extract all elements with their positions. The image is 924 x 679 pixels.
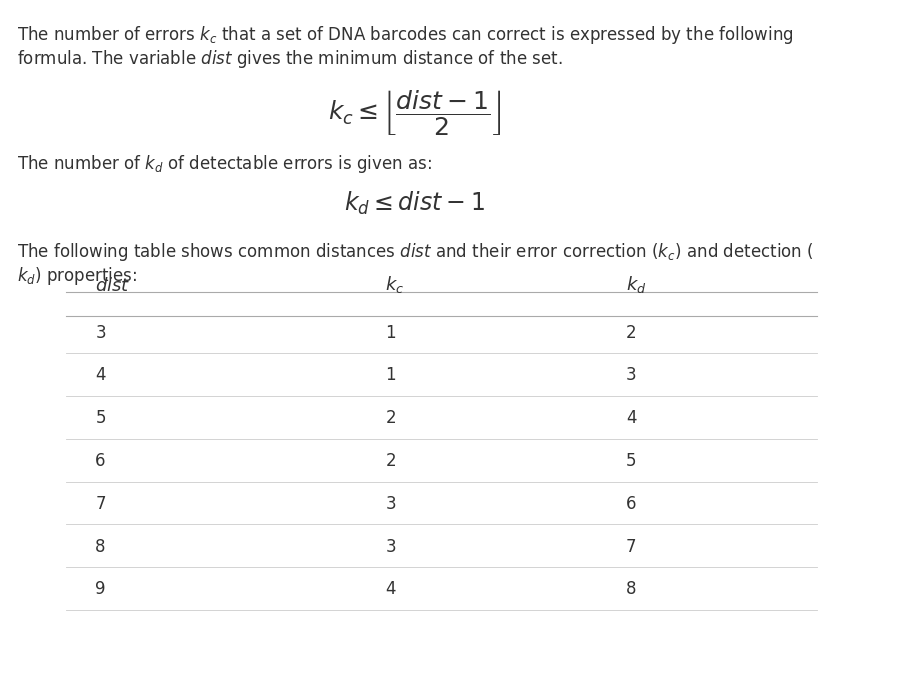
Text: 4: 4 — [385, 581, 396, 598]
Text: 6: 6 — [626, 495, 637, 513]
Text: 6: 6 — [95, 452, 106, 470]
Text: 3: 3 — [385, 495, 396, 513]
Text: 3: 3 — [385, 538, 396, 555]
Text: 1: 1 — [385, 324, 396, 342]
Text: 3: 3 — [95, 324, 106, 342]
Text: 8: 8 — [626, 581, 637, 598]
Text: $k_d \leq \mathit{dist} - 1$: $k_d \leq \mathit{dist} - 1$ — [344, 190, 485, 217]
Text: 1: 1 — [385, 367, 396, 384]
Text: 2: 2 — [385, 452, 396, 470]
Text: $k_d$) properties:: $k_d$) properties: — [17, 265, 137, 287]
Text: 8: 8 — [95, 538, 106, 555]
Text: 5: 5 — [626, 452, 637, 470]
Text: The following table shows common distances $\mathit{dist}$ and their error corre: The following table shows common distanc… — [17, 241, 813, 263]
Text: 4: 4 — [95, 367, 106, 384]
Text: formula. The variable $\mathit{dist}$ gives the minimum distance of the set.: formula. The variable $\mathit{dist}$ gi… — [17, 48, 562, 69]
Text: 5: 5 — [95, 409, 106, 427]
Text: 3: 3 — [626, 367, 637, 384]
Text: 2: 2 — [626, 324, 637, 342]
Text: $k_d$: $k_d$ — [626, 274, 647, 295]
Text: The number of errors $k_c$ that a set of DNA barcodes can correct is expressed b: The number of errors $k_c$ that a set of… — [17, 24, 794, 45]
Text: 4: 4 — [626, 409, 637, 427]
Text: $\mathit{dist}$: $\mathit{dist}$ — [95, 277, 131, 295]
Text: 9: 9 — [95, 581, 106, 598]
Text: 2: 2 — [385, 409, 396, 427]
Text: 7: 7 — [95, 495, 106, 513]
Text: $k_c \leq \left\lfloor \dfrac{\mathit{dist} - 1}{2} \right\rfloor$: $k_c \leq \left\lfloor \dfrac{\mathit{di… — [328, 88, 501, 137]
Text: The number of $k_d$ of detectable errors is given as:: The number of $k_d$ of detectable errors… — [17, 153, 432, 175]
Text: $k_c$: $k_c$ — [385, 274, 405, 295]
Text: 7: 7 — [626, 538, 637, 555]
